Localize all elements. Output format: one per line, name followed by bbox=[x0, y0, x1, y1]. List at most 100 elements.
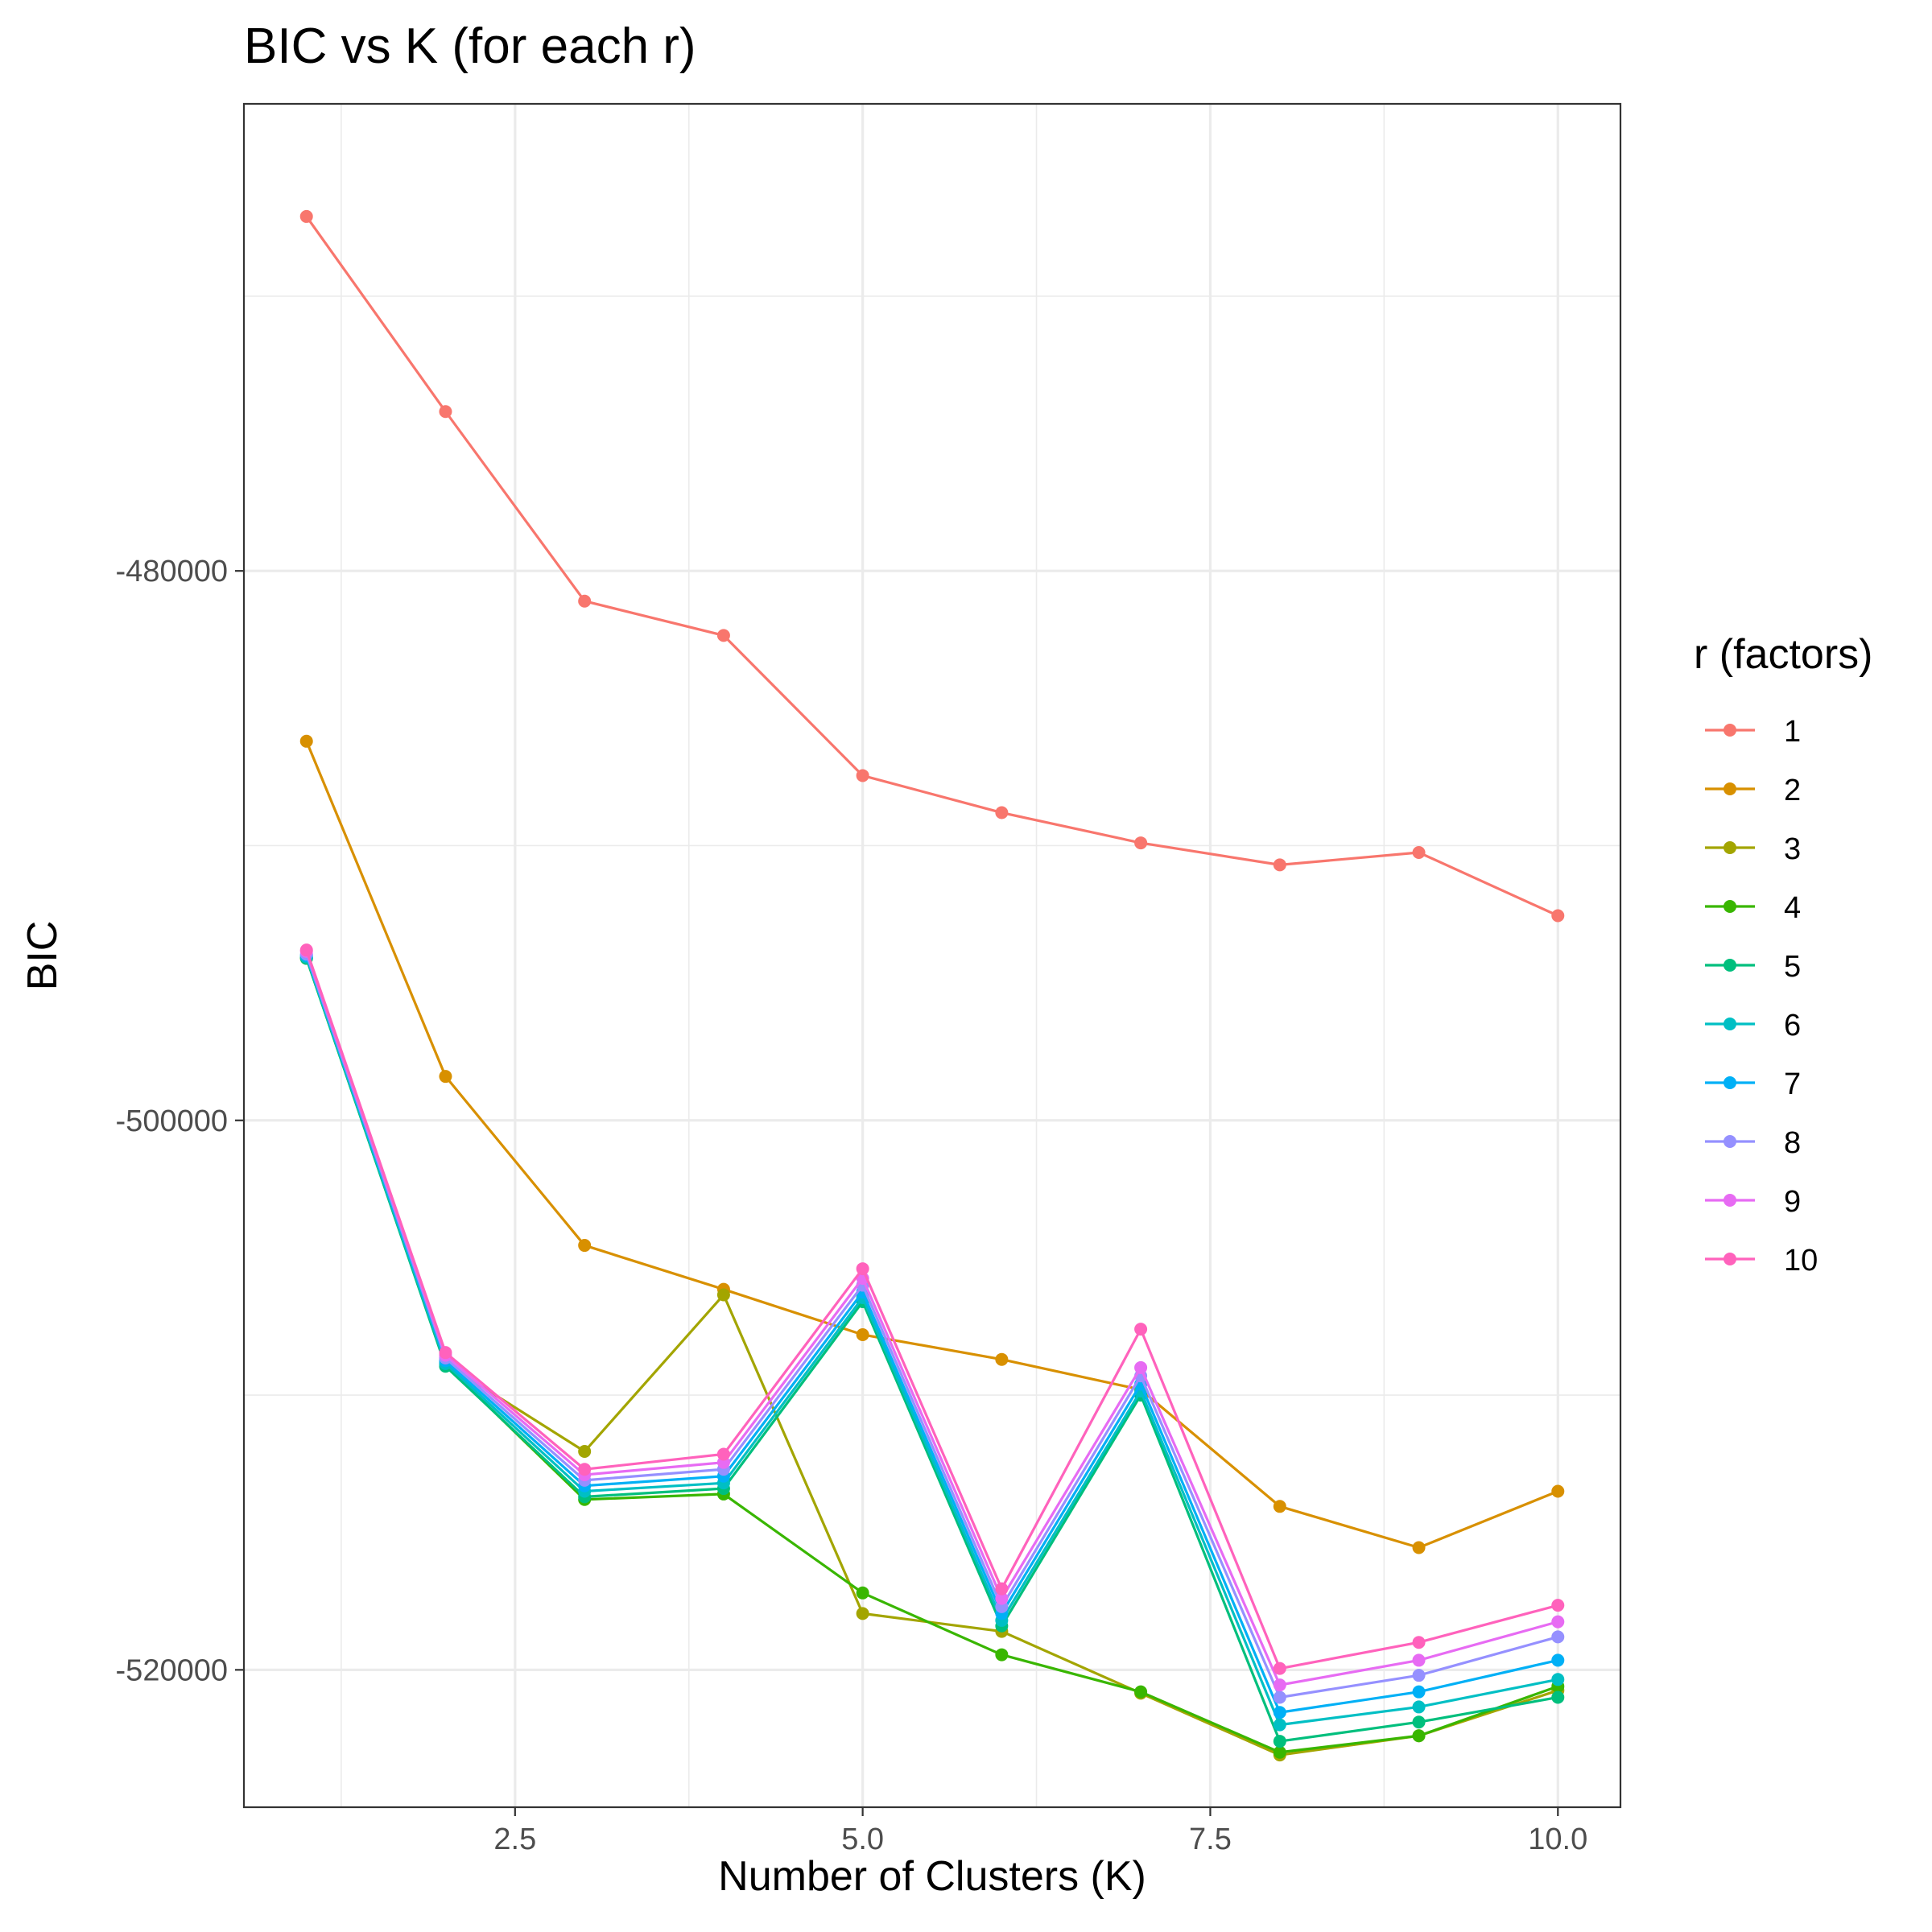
data-point bbox=[1551, 1690, 1565, 1704]
legend-item-4: 4 bbox=[1705, 891, 1801, 925]
legend-key-point bbox=[1724, 1135, 1736, 1148]
data-point bbox=[856, 1262, 869, 1276]
legend-label: 4 bbox=[1784, 891, 1801, 925]
legend-key-point bbox=[1724, 1194, 1736, 1207]
data-point bbox=[299, 209, 313, 223]
data-point bbox=[1412, 1653, 1426, 1667]
data-point bbox=[995, 1648, 1009, 1662]
legend-key-point bbox=[1724, 1253, 1736, 1265]
data-point bbox=[1412, 1541, 1426, 1554]
legend-label: 2 bbox=[1784, 774, 1801, 807]
plot-border bbox=[242, 102, 1622, 1809]
data-point bbox=[1273, 1678, 1286, 1692]
y-axis-title: BIC bbox=[19, 921, 66, 991]
series-r-5 bbox=[299, 952, 1565, 1748]
series-line bbox=[305, 956, 1558, 1727]
legend-item-1: 1 bbox=[1705, 715, 1801, 749]
data-point bbox=[716, 1288, 730, 1302]
legend-key-point bbox=[1724, 1018, 1736, 1030]
data-point bbox=[1412, 1669, 1426, 1682]
data-point bbox=[1273, 1745, 1286, 1759]
legend-label: 3 bbox=[1784, 832, 1801, 866]
series-line bbox=[305, 949, 1558, 1670]
legend-item-7: 7 bbox=[1705, 1067, 1801, 1101]
series-line bbox=[305, 741, 1558, 1550]
x-tick-label: 2.5 bbox=[493, 1823, 536, 1856]
data-point bbox=[1273, 1718, 1286, 1732]
data-point bbox=[1134, 1360, 1148, 1374]
series-line bbox=[305, 955, 1558, 1714]
y-tick-label: -500000 bbox=[116, 1104, 228, 1138]
grid-minor bbox=[244, 104, 1620, 1807]
data-point bbox=[578, 1463, 592, 1476]
data-point bbox=[1412, 1685, 1426, 1699]
data-point bbox=[995, 1352, 1009, 1366]
y-tick-label: -480000 bbox=[116, 555, 228, 588]
series-line bbox=[305, 953, 1558, 1699]
data-point bbox=[1273, 1735, 1286, 1748]
chart-title: BIC vs K (for each r) bbox=[244, 19, 696, 74]
legend-item-10: 10 bbox=[1705, 1244, 1818, 1278]
data-point bbox=[439, 405, 452, 419]
data-point bbox=[995, 1582, 1009, 1596]
legend-key-point bbox=[1724, 841, 1736, 854]
legend-key-point bbox=[1724, 782, 1736, 795]
data-point bbox=[578, 1445, 592, 1459]
legend-item-6: 6 bbox=[1705, 1009, 1801, 1042]
data-point bbox=[1551, 1484, 1565, 1498]
data-point bbox=[1273, 1690, 1286, 1704]
x-axis-ticks: 2.5 5.0 7.5 10.0 bbox=[493, 1807, 1587, 1856]
data-point bbox=[1273, 858, 1286, 872]
data-point bbox=[1134, 1323, 1148, 1336]
legend-item-2: 2 bbox=[1705, 774, 1801, 807]
data-point bbox=[1412, 846, 1426, 860]
data-point bbox=[1551, 1653, 1565, 1667]
data-point bbox=[1412, 1636, 1426, 1649]
data-point bbox=[1412, 1715, 1426, 1729]
series-line bbox=[305, 216, 1558, 917]
series-line bbox=[305, 957, 1558, 1743]
data-point bbox=[856, 1586, 869, 1600]
data-point bbox=[995, 1591, 1009, 1605]
data-point bbox=[856, 769, 869, 782]
data-point bbox=[1273, 1662, 1286, 1675]
legend-item-8: 8 bbox=[1705, 1126, 1801, 1160]
data-point bbox=[1134, 836, 1148, 850]
legend-item-9: 9 bbox=[1705, 1185, 1801, 1219]
x-tick-label: 5.0 bbox=[841, 1823, 884, 1856]
series-line bbox=[305, 951, 1558, 1686]
data-point bbox=[439, 1346, 452, 1360]
legend-label: 9 bbox=[1784, 1185, 1801, 1219]
data-point bbox=[856, 1327, 869, 1341]
legend-key-point bbox=[1724, 1076, 1736, 1089]
legend-item-5: 5 bbox=[1705, 950, 1801, 984]
data-point bbox=[1551, 1599, 1565, 1612]
data-point bbox=[716, 1447, 730, 1461]
legend-label: 6 bbox=[1784, 1009, 1801, 1042]
legend-label: 10 bbox=[1784, 1244, 1818, 1278]
legend-label: 1 bbox=[1784, 715, 1801, 749]
series-r-1 bbox=[299, 209, 1565, 923]
legend-key-point bbox=[1724, 900, 1736, 913]
data-point bbox=[1273, 1500, 1286, 1513]
data-point bbox=[1273, 1706, 1286, 1719]
data-point bbox=[578, 594, 592, 608]
legend-title: r (factors) bbox=[1694, 631, 1872, 678]
y-tick-label: -520000 bbox=[116, 1653, 228, 1687]
data-point bbox=[299, 734, 313, 748]
legend-key-point bbox=[1724, 959, 1736, 972]
legend: r (factors) 1 2 3 4 5 6 7 8 9 10 bbox=[1694, 631, 1872, 1278]
data-point bbox=[1412, 1700, 1426, 1714]
data-point bbox=[716, 629, 730, 642]
legend-label: 7 bbox=[1784, 1067, 1801, 1101]
data-point bbox=[856, 1607, 869, 1620]
data-point bbox=[1551, 1673, 1565, 1686]
data-point bbox=[1134, 1685, 1148, 1699]
legend-items: 1 2 3 4 5 6 7 8 9 10 bbox=[1705, 715, 1818, 1278]
x-tick-label: 7.5 bbox=[1189, 1823, 1232, 1856]
series-r-10 bbox=[299, 943, 1565, 1675]
series-layer bbox=[299, 209, 1565, 1762]
data-point bbox=[995, 806, 1009, 819]
data-point bbox=[1412, 1729, 1426, 1743]
